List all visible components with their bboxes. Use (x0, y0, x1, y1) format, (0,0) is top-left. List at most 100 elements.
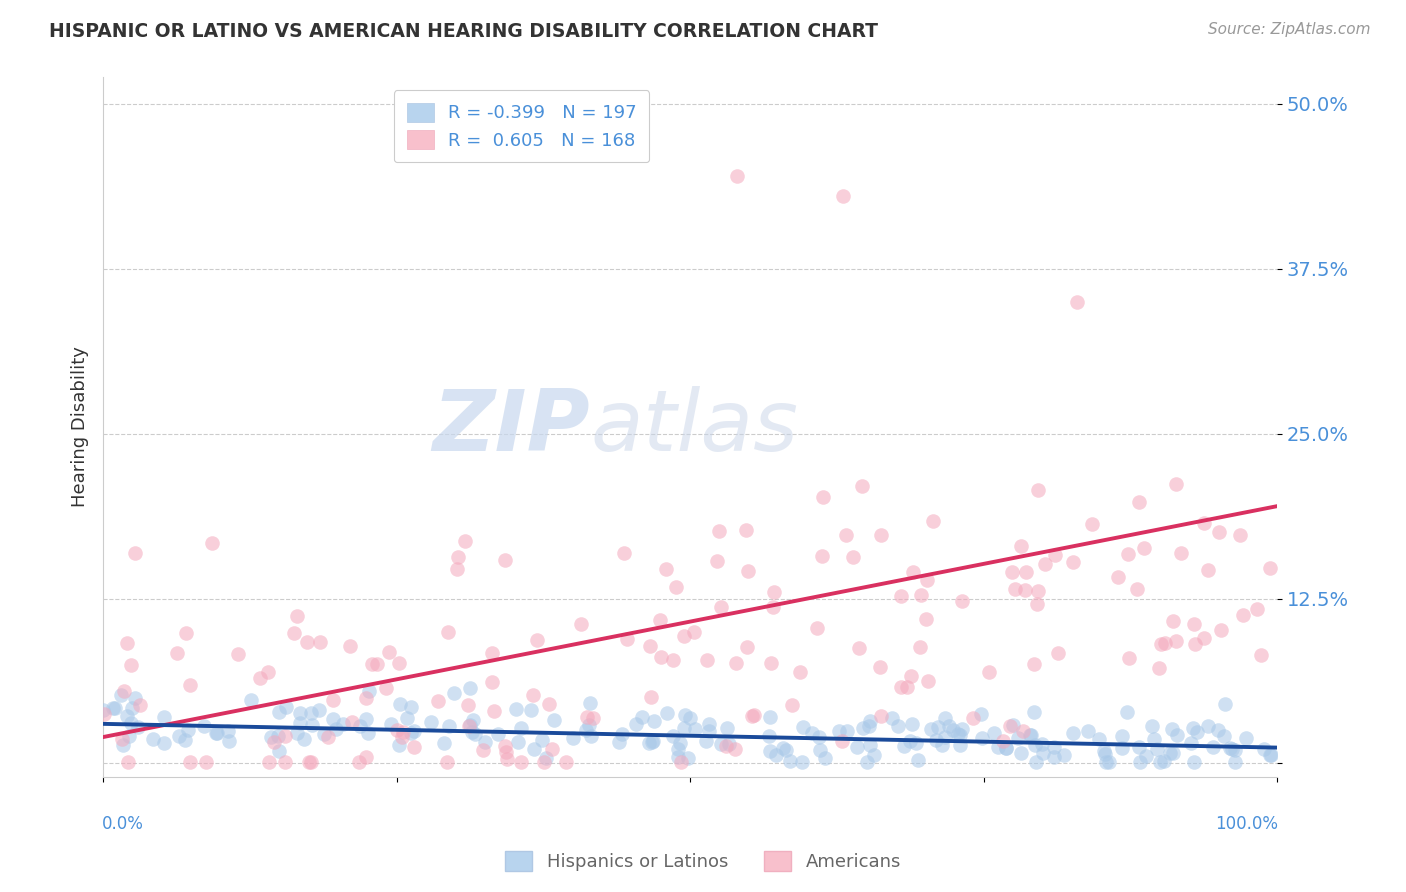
Point (1043, 548, 1066, 562)
Point (541, 742, 564, 756)
Point (166, 646, 188, 660)
Point (276, 700, 298, 714)
Point (117, 755, 139, 769)
Point (807, 730, 830, 744)
Point (890, 589, 912, 603)
Point (886, 718, 908, 732)
Point (1150, 637, 1173, 651)
Point (724, 657, 747, 671)
Point (471, 743, 494, 757)
Point (153, 710, 176, 724)
Point (420, 715, 443, 730)
Point (1229, 528, 1251, 542)
Text: HISPANIC OR LATINO VS AMERICAN HEARING DISABILITY CORRELATION CHART: HISPANIC OR LATINO VS AMERICAN HEARING D… (49, 22, 879, 41)
Point (495, 746, 517, 760)
Point (869, 708, 891, 723)
Point (399, 725, 422, 739)
Point (1234, 731, 1257, 745)
Point (870, 528, 893, 542)
Point (1043, 750, 1066, 764)
Point (934, 730, 956, 744)
Point (1206, 723, 1229, 737)
Point (697, 717, 720, 731)
Point (735, 523, 758, 537)
Point (1025, 755, 1047, 769)
Point (1010, 746, 1032, 760)
Point (569, 617, 592, 632)
Point (789, 665, 811, 680)
Point (1014, 583, 1036, 598)
Point (709, 524, 731, 539)
Point (1062, 726, 1084, 740)
Point (949, 739, 972, 753)
Point (1250, 648, 1272, 663)
Point (1092, 744, 1115, 758)
Point (654, 562, 676, 576)
Point (1025, 598, 1047, 612)
Point (772, 740, 794, 755)
Point (207, 725, 229, 739)
Point (285, 725, 308, 739)
Point (460, 681, 482, 695)
Point (339, 640, 361, 654)
Point (204, 725, 226, 739)
Point (962, 711, 984, 725)
Point (582, 711, 605, 725)
Point (388, 656, 411, 670)
Point (1166, 476, 1188, 491)
Point (1149, 755, 1171, 769)
Point (1220, 742, 1243, 756)
Point (1197, 719, 1219, 733)
Point (239, 693, 262, 707)
Point (494, 553, 516, 567)
Point (1213, 697, 1236, 711)
Point (308, 635, 330, 649)
Point (322, 713, 344, 727)
Point (641, 735, 664, 749)
Point (127, 721, 149, 735)
Point (763, 584, 786, 599)
Text: Source: ZipAtlas.com: Source: ZipAtlas.com (1208, 22, 1371, 37)
Point (427, 693, 450, 707)
Point (193, 719, 215, 733)
Point (1164, 634, 1187, 648)
Point (1118, 651, 1140, 665)
Point (758, 729, 780, 743)
Point (356, 691, 378, 706)
Point (120, 715, 142, 730)
Point (257, 665, 280, 679)
Point (640, 639, 662, 653)
Point (385, 723, 408, 737)
Point (93, 706, 115, 721)
Point (1198, 563, 1220, 577)
Point (848, 640, 870, 655)
Point (718, 737, 741, 751)
Point (316, 730, 339, 744)
Point (696, 653, 718, 667)
Point (360, 657, 382, 672)
Point (1015, 565, 1038, 579)
Point (115, 636, 138, 650)
Point (1147, 661, 1170, 675)
Point (648, 614, 671, 628)
Point (354, 712, 377, 726)
Point (1031, 737, 1053, 751)
Point (257, 755, 280, 769)
Point (1129, 755, 1152, 769)
Point (949, 727, 972, 741)
Point (920, 722, 942, 736)
Point (910, 588, 932, 602)
Point (1182, 616, 1205, 631)
Point (1066, 294, 1088, 309)
Point (806, 621, 828, 635)
Point (404, 739, 426, 754)
Point (349, 755, 371, 769)
Point (858, 719, 880, 733)
Point (579, 729, 602, 743)
Point (631, 710, 654, 724)
Point (724, 742, 747, 756)
Point (301, 718, 323, 732)
Point (994, 741, 1017, 756)
Point (1184, 637, 1206, 651)
Point (526, 632, 548, 647)
